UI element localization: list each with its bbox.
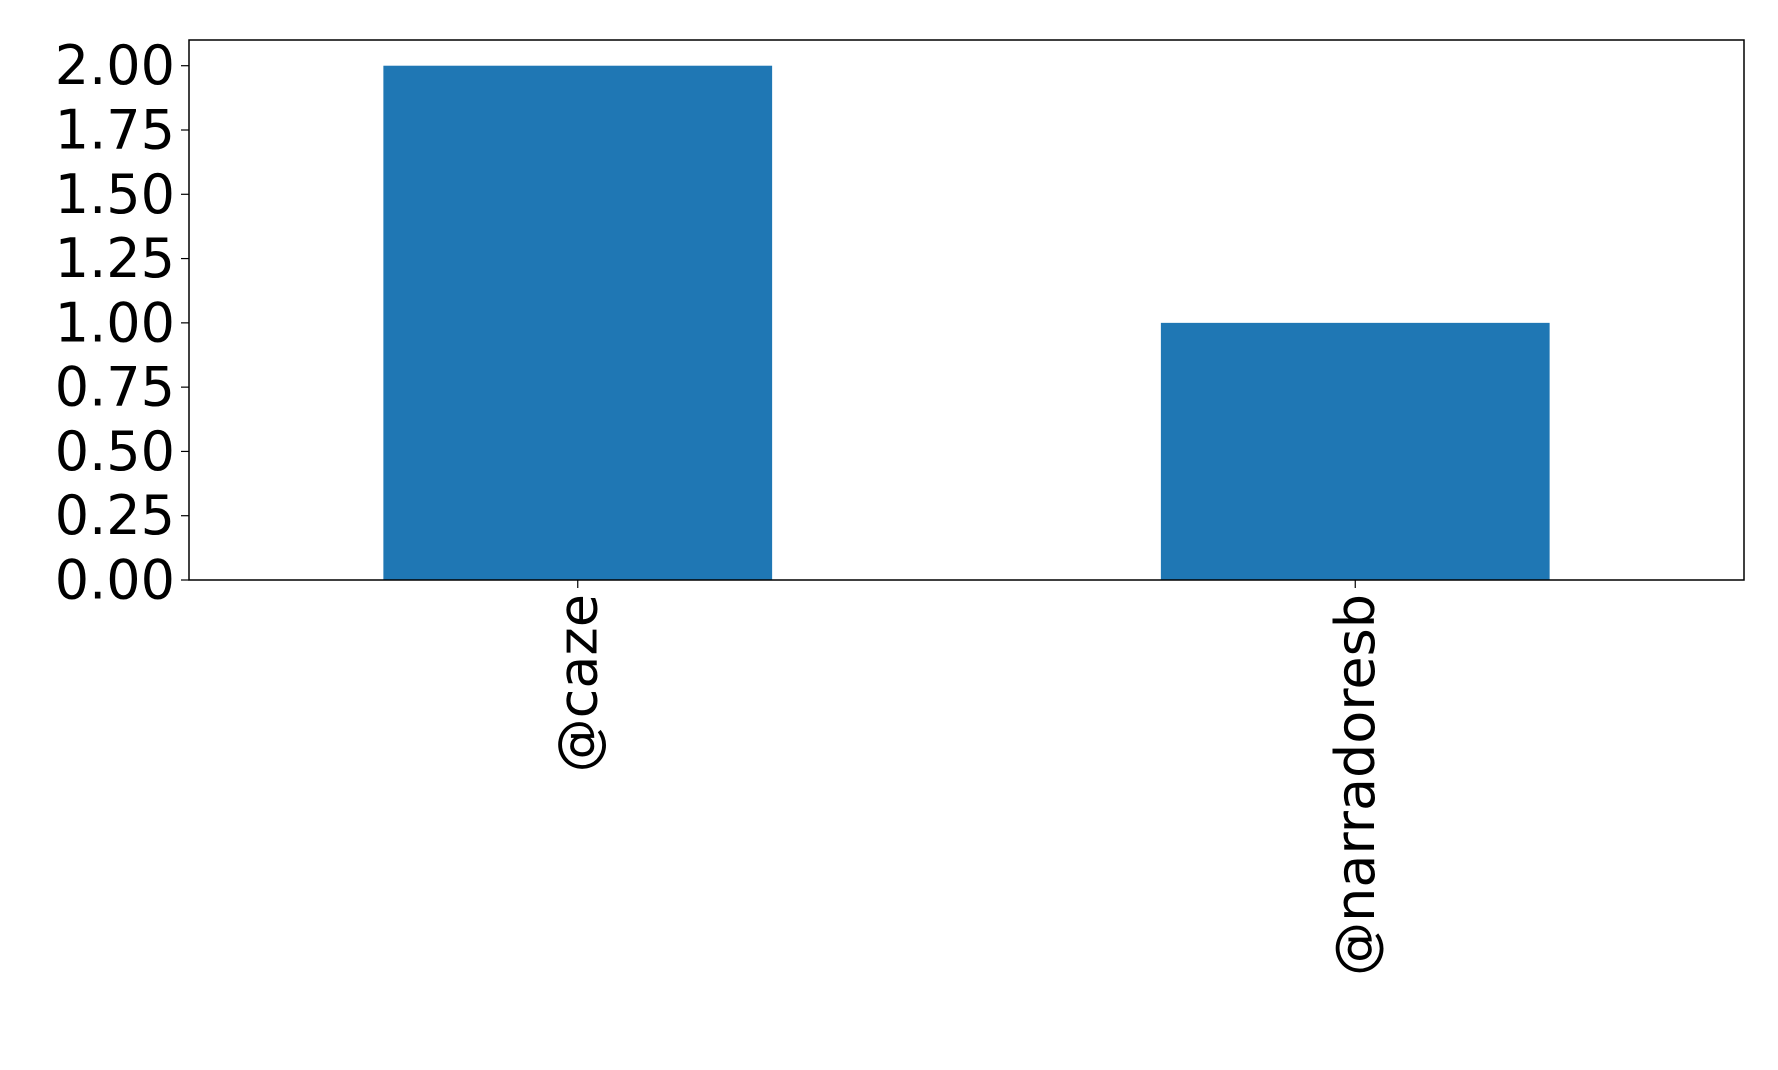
y-tick-label-4: 1.00 xyxy=(55,291,175,354)
bar-1 xyxy=(1160,322,1550,580)
y-tick-label-7: 1.75 xyxy=(55,99,175,162)
y-tick-label-0: 0.00 xyxy=(55,549,175,612)
x-tick-label-0: @caze xyxy=(546,594,609,772)
y-tick-label-2: 0.50 xyxy=(55,420,175,483)
y-tick-label-1: 0.25 xyxy=(55,484,175,547)
y-tick-label-6: 1.50 xyxy=(55,163,175,226)
bar-0 xyxy=(383,65,773,580)
y-tick-label-8: 2.00 xyxy=(55,34,175,97)
y-tick-label-5: 1.25 xyxy=(55,227,175,290)
x-tick-label-1: @narradoresb xyxy=(1324,594,1387,976)
plot-frame xyxy=(188,39,1745,581)
y-tick-label-3: 0.75 xyxy=(55,356,175,419)
